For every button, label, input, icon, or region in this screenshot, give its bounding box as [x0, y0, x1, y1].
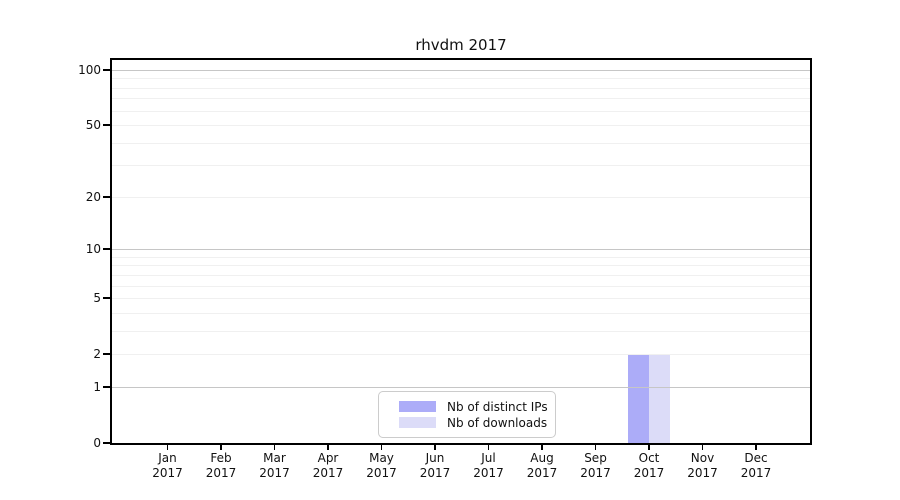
x-axis-tick	[594, 445, 597, 450]
y-axis-tick-label: 20	[85, 189, 101, 204]
x-axis-tick-label: May 2017	[366, 451, 397, 480]
major-gridline	[112, 249, 810, 251]
x-axis-tick-label: Dec 2017	[740, 451, 772, 480]
x-axis-tick	[701, 445, 704, 450]
x-axis-tick	[273, 445, 276, 450]
minor-gridline	[112, 142, 810, 144]
minor-gridline	[112, 165, 810, 167]
legend-label-distinct-ips: Nb of distinct IPs	[447, 399, 548, 414]
y-axis-tick-label: 5	[93, 291, 101, 306]
minor-gridline	[112, 87, 810, 89]
bar-nb-of-distinct-ips-oct	[628, 354, 649, 443]
minor-gridline	[112, 274, 810, 276]
x-axis-tick	[648, 445, 650, 450]
x-axis-tick	[541, 445, 543, 450]
y-axis-tick	[103, 69, 110, 71]
x-axis-tick-label: Apr 2017	[312, 451, 344, 480]
minor-gridline	[112, 256, 810, 258]
chart-title: rhvdm 2017	[415, 36, 507, 54]
y-axis-tick-label: 100	[78, 62, 101, 77]
minor-gridline	[112, 354, 810, 356]
minor-gridline	[112, 285, 810, 287]
plot-area: Nb of distinct IPs Nb of downloads 0 1 2 5 1…	[78, 58, 812, 480]
x-axis-tick	[220, 445, 222, 450]
x-axis-tick-label: Feb 2017	[205, 451, 237, 480]
minor-gridline	[112, 330, 810, 332]
minor-gridline	[112, 78, 810, 80]
legend-item-downloads: Nb of downloads	[399, 415, 549, 430]
y-axis-tick-label: 10	[85, 242, 101, 257]
major-gridline	[112, 69, 810, 71]
x-axis-tick	[327, 445, 329, 450]
x-axis-tick	[755, 445, 757, 450]
x-axis-tick-label: Mar 2017	[259, 451, 290, 480]
legend-label-downloads: Nb of downloads	[447, 415, 548, 430]
minor-gridline	[112, 125, 810, 127]
x-axis-tick	[380, 445, 383, 450]
legend: Nb of distinct IPs Nb of downloads	[378, 391, 556, 438]
y-axis-tick-label: 0	[93, 436, 101, 450]
x-axis-tick	[166, 445, 169, 450]
x-axis-tick	[487, 445, 490, 450]
minor-gridline	[112, 265, 810, 267]
bar-nb-of-downloads-oct	[649, 354, 670, 443]
y-axis-tick	[103, 124, 110, 126]
y-axis-tick-label: 1	[93, 379, 101, 394]
x-axis-tick-label: Jan 2017	[152, 451, 183, 480]
x-axis-tick-label: Sep 2017	[580, 451, 611, 480]
x-axis-tick-label: Aug 2017	[526, 451, 558, 480]
y-axis-tick	[103, 196, 110, 198]
y-axis-tick	[103, 297, 110, 299]
y-axis-tick	[103, 442, 110, 444]
minor-gridline	[112, 110, 810, 112]
x-axis-tick-label: Jun 2017	[419, 451, 451, 480]
y-axis-tick-label: 2	[93, 347, 101, 362]
x-axis-tick-label: Jul 2017	[473, 451, 504, 480]
x-axis-tick-label: Nov 2017	[687, 451, 718, 480]
x-axis-tick-label: Oct 2017	[633, 451, 665, 480]
minor-gridline	[112, 98, 810, 100]
minor-gridline	[112, 312, 810, 314]
legend-item-distinct-ips: Nb of distinct IPs	[399, 399, 549, 414]
major-gridline	[112, 386, 810, 388]
y-axis-tick	[103, 248, 110, 250]
legend-swatch-distinct-ips	[399, 401, 436, 412]
y-axis-tick	[103, 353, 110, 355]
y-axis-tick-label: 50	[85, 118, 101, 133]
legend-swatch-downloads	[399, 417, 436, 428]
y-axis-tick	[103, 386, 110, 388]
x-axis-tick	[434, 445, 436, 450]
minor-gridline	[112, 196, 810, 198]
minor-gridline	[112, 298, 810, 300]
